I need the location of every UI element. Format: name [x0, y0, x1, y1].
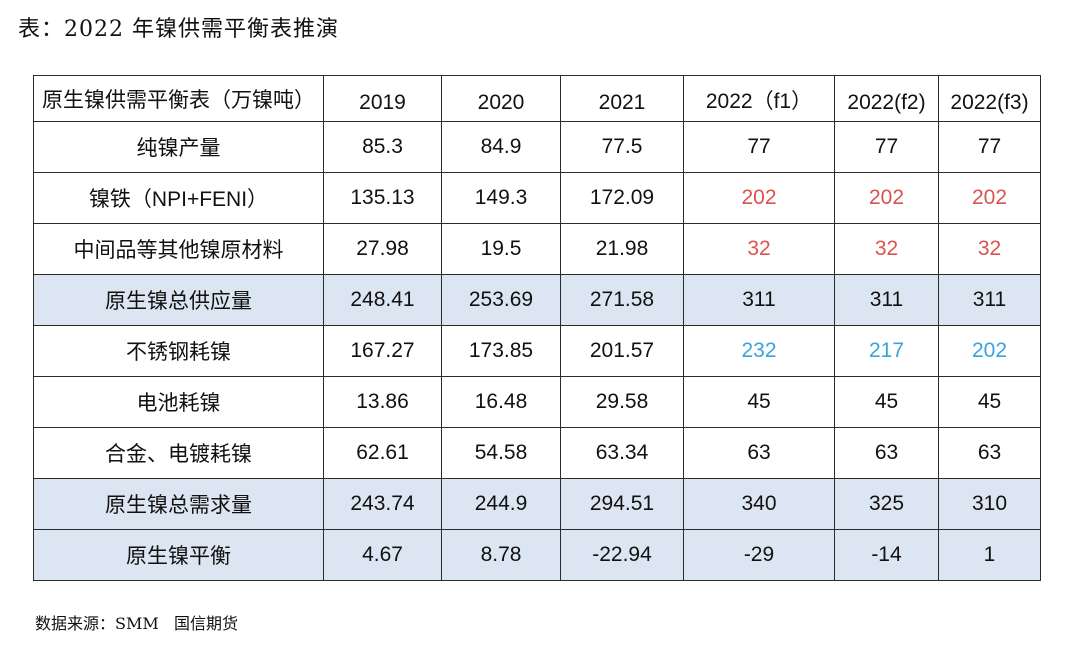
table-cell: 311 [683, 274, 835, 326]
column-header: 2020 [441, 75, 561, 122]
source-note: 数据来源：SMM 国信期货 [35, 614, 238, 633]
column-header: 2019 [323, 75, 442, 122]
table-cell: 32 [938, 223, 1041, 275]
table-cell: 85.3 [323, 121, 442, 173]
table-cell: 32 [683, 223, 835, 275]
table-cell: 63 [834, 427, 939, 479]
table-cell: 63.34 [560, 427, 684, 479]
table-cell: 45 [834, 376, 939, 428]
row-label: 镍铁（NPI+FENI） [33, 172, 324, 224]
table-cell: 62.61 [323, 427, 442, 479]
table-cell: 232 [683, 325, 835, 377]
table-cell: 167.27 [323, 325, 442, 377]
table-row: 合金、电镀耗镍 62.61 54.58 63.34 63 63 63 [33, 427, 1041, 479]
table-cell: -22.94 [560, 529, 684, 581]
row-label: 原生镍总需求量 [33, 478, 324, 530]
column-header: 2021 [560, 75, 684, 122]
table-cell: 16.48 [441, 376, 561, 428]
table-cell: 32 [834, 223, 939, 275]
table-cell: 54.58 [441, 427, 561, 479]
table-cell: 340 [683, 478, 835, 530]
table-cell: 217 [834, 325, 939, 377]
table-header-row: 原生镍供需平衡表（万镍吨） 2019 2020 2021 2022（f1） 2022(f2… [33, 75, 1041, 122]
row-label: 电池耗镍 [33, 376, 324, 428]
table-cell: 311 [938, 274, 1041, 326]
row-label: 纯镍产量 [33, 121, 324, 173]
table-header-title: 原生镍供需平衡表（万镍吨） [33, 75, 324, 122]
table-cell: 45 [683, 376, 835, 428]
table-row: 原生镍平衡 4.67 8.78 -22.94 -29 -14 1 [33, 529, 1041, 581]
table-cell: 244.9 [441, 478, 561, 530]
row-label: 原生镍平衡 [33, 529, 324, 581]
table-cell: 21.98 [560, 223, 684, 275]
table-cell: 202 [938, 325, 1041, 377]
column-header: 2022(f3) [938, 75, 1041, 122]
table-cell: 63 [938, 427, 1041, 479]
table-cell: 77 [938, 121, 1041, 173]
table-cell: 172.09 [560, 172, 684, 224]
table-row: 原生镍总需求量 243.74 244.9 294.51 340 325 310 [33, 478, 1041, 530]
table-cell: 202 [683, 172, 835, 224]
column-header: 2022（f1） [683, 75, 835, 122]
table-cell: 201.57 [560, 325, 684, 377]
table-title: 表：2022 年镍供需平衡表推演 [18, 17, 339, 42]
table-row: 纯镍产量 85.3 84.9 77.5 77 77 77 [33, 121, 1041, 173]
table-cell: 29.58 [560, 376, 684, 428]
table-cell: 310 [938, 478, 1041, 530]
table-cell: 27.98 [323, 223, 442, 275]
table-row: 镍铁（NPI+FENI） 135.13 149.3 172.09 202 202 202 [33, 172, 1041, 224]
table-cell: 77.5 [560, 121, 684, 173]
table-cell: 45 [938, 376, 1041, 428]
table-cell: 19.5 [441, 223, 561, 275]
column-header: 2022(f2) [834, 75, 939, 122]
table-cell: 311 [834, 274, 939, 326]
table-cell: -14 [834, 529, 939, 581]
table-cell: 1 [938, 529, 1041, 581]
row-label: 中间品等其他镍原材料 [33, 223, 324, 275]
table-row: 中间品等其他镍原材料 27.98 19.5 21.98 32 32 32 [33, 223, 1041, 275]
table-row: 不锈钢耗镍 167.27 173.85 201.57 232 217 202 [33, 325, 1041, 377]
nickel-balance-table: 原生镍供需平衡表（万镍吨） 2019 2020 2021 2022（f1） 2022(f2… [33, 75, 1041, 581]
balance-table-container: 原生镍供需平衡表（万镍吨） 2019 2020 2021 2022（f1） 2022(f2… [33, 75, 1041, 581]
table-cell: 271.58 [560, 274, 684, 326]
table-cell: 84.9 [441, 121, 561, 173]
table-cell: 63 [683, 427, 835, 479]
table-cell: 243.74 [323, 478, 442, 530]
table-cell: 13.86 [323, 376, 442, 428]
table-body: 纯镍产量 85.3 84.9 77.5 77 77 77 镍铁（NPI+FENI） 135.13… [33, 121, 1041, 581]
table-cell: 325 [834, 478, 939, 530]
row-label: 原生镍总供应量 [33, 274, 324, 326]
table-cell: 4.67 [323, 529, 442, 581]
table-cell: 135.13 [323, 172, 442, 224]
table-cell: 173.85 [441, 325, 561, 377]
table-cell: 202 [834, 172, 939, 224]
table-cell: 248.41 [323, 274, 442, 326]
row-label: 合金、电镀耗镍 [33, 427, 324, 479]
table-cell: 77 [683, 121, 835, 173]
table-cell: 77 [834, 121, 939, 173]
row-label: 不锈钢耗镍 [33, 325, 324, 377]
table-row: 原生镍总供应量 248.41 253.69 271.58 311 311 311 [33, 274, 1041, 326]
table-cell: 149.3 [441, 172, 561, 224]
table-row: 电池耗镍 13.86 16.48 29.58 45 45 45 [33, 376, 1041, 428]
table-cell: 202 [938, 172, 1041, 224]
table-cell: 8.78 [441, 529, 561, 581]
table-cell: 294.51 [560, 478, 684, 530]
table-cell: 253.69 [441, 274, 561, 326]
table-cell: -29 [683, 529, 835, 581]
